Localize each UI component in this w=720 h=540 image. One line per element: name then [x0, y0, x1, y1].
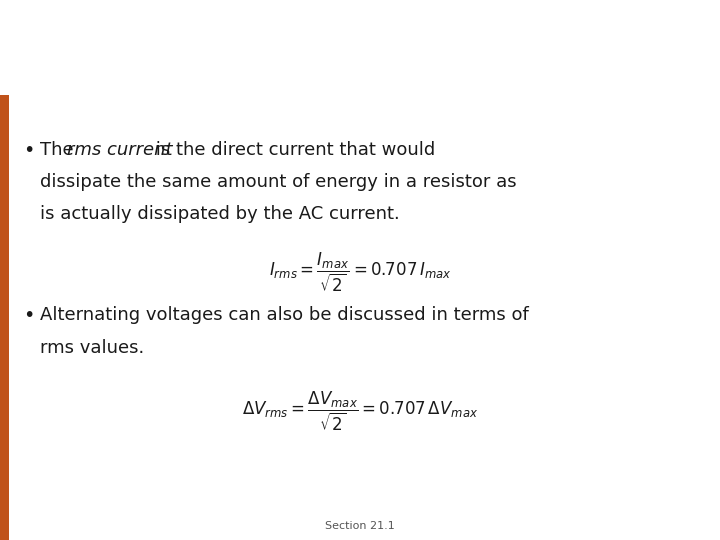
Text: rms values.: rms values.: [40, 339, 144, 356]
Text: Alternating voltages can also be discussed in terms of: Alternating voltages can also be discuss…: [40, 307, 528, 325]
Text: rms Current and Voltage: rms Current and Voltage: [174, 33, 546, 62]
Text: is the direct current that would: is the direct current that would: [150, 141, 435, 159]
Text: The: The: [40, 141, 79, 159]
Text: Section 21.1: Section 21.1: [325, 521, 395, 531]
Text: •: •: [23, 307, 35, 326]
Text: $\Delta V_{rms} = \dfrac{\Delta V_{max}}{\sqrt{2}} = 0.707\, \Delta V_{max}$: $\Delta V_{rms} = \dfrac{\Delta V_{max}}…: [242, 390, 478, 433]
Text: rms current: rms current: [67, 141, 173, 159]
Text: $I_{rms} = \dfrac{I_{max}}{\sqrt{2}} = 0.707\, I_{max}$: $I_{rms} = \dfrac{I_{max}}{\sqrt{2}} = 0…: [269, 251, 451, 294]
Bar: [0, 94, 9, 540]
Text: dissipate the same amount of energy in a resistor as: dissipate the same amount of energy in a…: [40, 173, 516, 191]
Text: •: •: [23, 141, 35, 160]
Text: is actually dissipated by the AC current.: is actually dissipated by the AC current…: [40, 205, 400, 224]
